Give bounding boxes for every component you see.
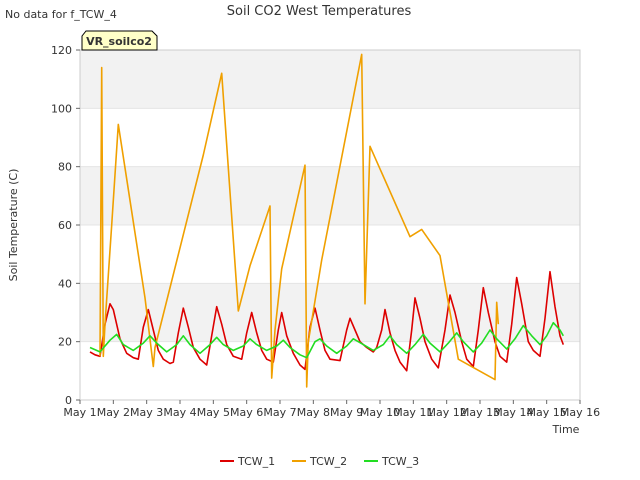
x-tick-label: May 13	[460, 406, 500, 419]
y-tick-label: 40	[58, 277, 72, 290]
series-line-tcw-3	[89, 321, 564, 359]
annotation-box-shape	[81, 30, 158, 51]
legend-label: TCW_3	[381, 455, 419, 468]
y-tick-label: 100	[51, 102, 72, 115]
legend-label: TCW_1	[237, 455, 275, 468]
y-axis-label: Soil Temperature (C)	[7, 169, 20, 282]
grid-bands	[80, 50, 580, 342]
x-tick-label: May 14	[493, 406, 533, 419]
grid-band	[80, 50, 580, 109]
series-line-tcw-2	[99, 53, 500, 388]
x-tick-label: May 3	[130, 406, 163, 419]
chart-title: Soil CO2 West Temperatures	[227, 4, 412, 19]
x-tick-label: May 15	[527, 406, 567, 419]
y-tick-label: 120	[51, 44, 72, 57]
x-tick-label: May 5	[197, 406, 230, 419]
x-tick-label: May 8	[297, 406, 330, 419]
series-line-tcw-1	[89, 270, 565, 372]
annotation-label: VR_soilco2	[86, 35, 152, 48]
y-tick-label: 80	[58, 161, 72, 174]
x-tick-label: May 12	[427, 406, 467, 419]
y-tick-label: 60	[58, 219, 72, 232]
x-tick-label: May 11	[393, 406, 433, 419]
x-tick-label: May 16	[560, 406, 600, 419]
annotation-box: VR_soilco2	[81, 30, 158, 51]
x-tick-label: May 4	[163, 406, 196, 419]
x-tick-label: May 10	[360, 406, 400, 419]
legend: TCW_1 TCW_2 TCW_3	[220, 455, 419, 468]
y-tick-label: 20	[58, 336, 72, 349]
y-axis: 0 20 40 60 80 100 120	[51, 44, 80, 407]
x-axis-label: Time	[552, 423, 580, 436]
series-layer	[89, 53, 565, 388]
legend-label: TCW_2	[309, 455, 347, 468]
y-tick-label: 0	[65, 394, 72, 407]
x-axis: May 1 May 2 May 3 May 4 May 5 May 6 May 7 May 8…	[63, 400, 600, 419]
grid-band	[80, 283, 580, 342]
x-tick-label: May 2	[97, 406, 130, 419]
no-data-note: No data for f_TCW_4	[5, 8, 117, 21]
x-tick-label: May 7	[263, 406, 296, 419]
x-tick-label: May 9	[330, 406, 363, 419]
x-tick-label: May 1	[63, 406, 96, 419]
x-tick-label: May 6	[230, 406, 263, 419]
